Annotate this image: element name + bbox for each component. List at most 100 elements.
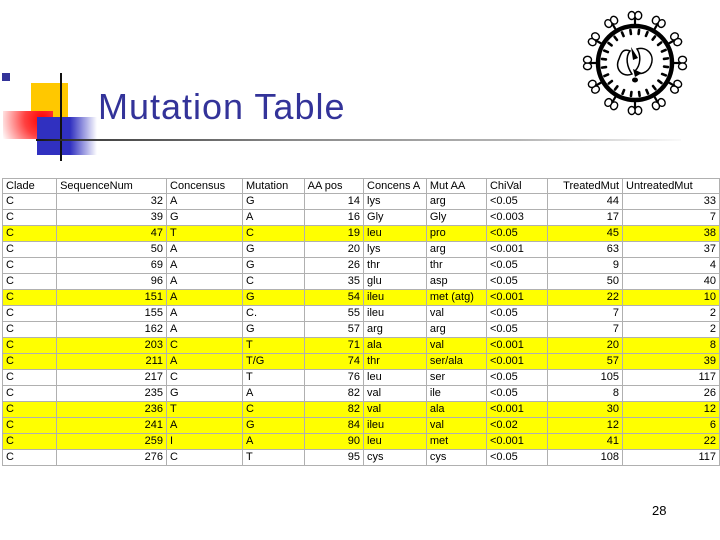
table-cell: 2 xyxy=(622,305,720,322)
table-cell: <0.02 xyxy=(485,417,549,434)
table-cell: 16 xyxy=(303,209,365,226)
table-cell: 22 xyxy=(622,433,720,450)
table-cell: T/G xyxy=(242,353,305,370)
table-cell: C xyxy=(1,209,58,226)
table-cell: 76 xyxy=(303,369,365,386)
table-row-highlighted: C 151 A G 54 ileu met (atg) <0.001 22 10 xyxy=(1,289,720,306)
table-cell: 117 xyxy=(622,449,720,466)
table-cell: 82 xyxy=(303,385,365,402)
table-cell: 45 xyxy=(547,225,623,242)
table-cell: ile xyxy=(425,385,487,402)
table-cell: C xyxy=(1,225,58,242)
mutation-table: Clade SequenceNum Concensus Mutation AA pos C… xyxy=(1,178,720,466)
table-cell: A xyxy=(166,289,243,306)
table-cell: 40 xyxy=(622,273,720,290)
table-cell: 71 xyxy=(303,337,365,354)
header-row: Clade SequenceNum Concensus Mutation AA pos C… xyxy=(1,178,720,194)
table-cell: C xyxy=(1,257,58,274)
table-row-highlighted: C 259 I A 90 leu met <0.001 41 22 xyxy=(1,433,720,450)
table-cell: 7 xyxy=(547,305,623,322)
column-header: TreatedMut xyxy=(547,178,623,194)
column-header: ChiVal xyxy=(485,178,549,194)
table-cell: C. xyxy=(242,305,305,322)
table-cell: <0.05 xyxy=(485,321,549,338)
table-cell: A xyxy=(166,257,243,274)
table-cell: 241 xyxy=(56,417,168,434)
table-cell: A xyxy=(166,321,243,338)
table-cell: 90 xyxy=(303,433,365,450)
table-cell: val xyxy=(425,305,487,322)
table-cell: thr xyxy=(425,257,487,274)
table-cell: 63 xyxy=(547,241,623,258)
table-cell: T xyxy=(166,225,243,242)
table-cell: ileu xyxy=(363,305,427,322)
mutation-table-body: C 32 A G 14 lys arg <0.05 44 33 C 39 G A 16 Gly Gly <0.00… xyxy=(1,193,720,466)
table-row: C 50 A G 20 lys arg <0.001 63 37 xyxy=(1,241,720,258)
table-cell: 17 xyxy=(547,209,623,226)
table-cell: G xyxy=(242,417,305,434)
table-cell: leu xyxy=(363,369,427,386)
table-cell: 95 xyxy=(303,449,365,466)
table-cell: C xyxy=(1,305,58,322)
table-cell: met xyxy=(425,433,487,450)
table-cell: 7 xyxy=(547,321,623,338)
table-cell: pro xyxy=(425,225,487,242)
table-cell: 30 xyxy=(547,401,623,418)
virus-core-scribbles xyxy=(616,47,653,83)
table-cell: A xyxy=(166,417,243,434)
table-cell: C xyxy=(1,321,58,338)
table-cell: A xyxy=(242,209,305,226)
table-cell: cys xyxy=(363,449,427,466)
table-cell: 26 xyxy=(622,385,720,402)
column-header: Concens A xyxy=(363,178,427,194)
table-cell: 20 xyxy=(547,337,623,354)
table-row-highlighted: C 203 C T 71 ala val <0.001 20 8 xyxy=(1,337,720,354)
table-cell: 259 xyxy=(56,433,168,450)
table-cell: <0.001 xyxy=(485,353,549,370)
column-header: AA pos xyxy=(303,178,365,194)
table-cell: glu xyxy=(363,273,427,290)
table-cell: C xyxy=(242,225,305,242)
table-cell: <0.05 xyxy=(485,257,549,274)
table-cell: <0.001 xyxy=(485,241,549,258)
table-cell: 12 xyxy=(547,417,623,434)
table-row-highlighted: C 236 T C 82 val ala <0.001 30 12 xyxy=(1,401,720,418)
table-cell: G xyxy=(242,241,305,258)
table-cell: ser/ala xyxy=(425,353,487,370)
table-cell: thr xyxy=(363,257,427,274)
table-cell: val xyxy=(363,401,427,418)
table-cell: 41 xyxy=(547,433,623,450)
table-cell: 2 xyxy=(622,321,720,338)
table-cell: 235 xyxy=(56,385,168,402)
table-cell: asp xyxy=(425,273,487,290)
table-cell: Gly xyxy=(425,209,487,226)
table-cell: A xyxy=(166,241,243,258)
table-cell: ileu xyxy=(363,289,427,306)
table-cell: A xyxy=(166,353,243,370)
table-cell: C xyxy=(1,401,58,418)
table-cell: <0.001 xyxy=(485,289,549,306)
table-cell: 155 xyxy=(56,305,168,322)
table-cell: 105 xyxy=(547,369,623,386)
table-cell: 54 xyxy=(303,289,365,306)
table-cell: A xyxy=(242,385,305,402)
table-row-highlighted: C 47 T C 19 leu pro <0.05 45 38 xyxy=(1,225,720,242)
table-cell: ser xyxy=(425,369,487,386)
column-header: Mut AA xyxy=(425,178,487,194)
table-cell: T xyxy=(242,449,305,466)
page-number: 28 xyxy=(652,503,667,518)
table-cell: 162 xyxy=(56,321,168,338)
column-header: Concensus xyxy=(166,178,243,194)
table-row: C 69 A G 26 thr thr <0.05 9 4 xyxy=(1,257,720,274)
table-cell: G xyxy=(242,257,305,274)
table-cell: 74 xyxy=(303,353,365,370)
virus-envelope-ring xyxy=(595,23,675,103)
table-cell: 211 xyxy=(56,353,168,370)
table-row: C 39 G A 16 Gly Gly <0.003 17 7 xyxy=(1,209,720,226)
table-cell: A xyxy=(166,273,243,290)
table-cell: C xyxy=(242,401,305,418)
table-cell: 57 xyxy=(303,321,365,338)
table-cell: C xyxy=(1,337,58,354)
table-cell: 39 xyxy=(622,353,720,370)
table-cell: C xyxy=(166,369,243,386)
